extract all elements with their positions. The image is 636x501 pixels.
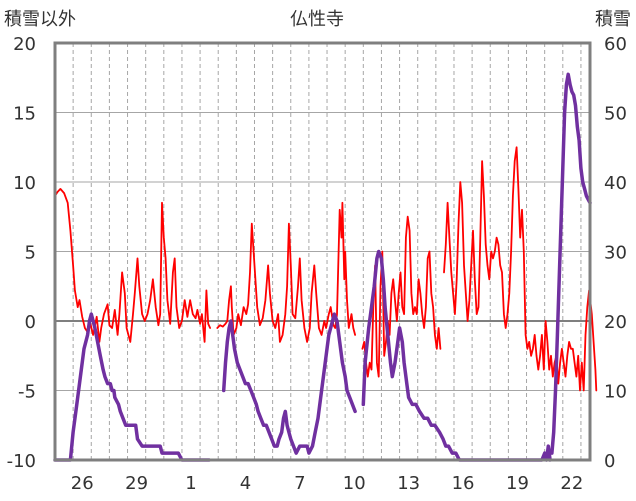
- x-tick-label: 26: [71, 473, 94, 494]
- left-axis-title: 積雪以外: [4, 9, 76, 30]
- right-tick-label: 50: [604, 104, 627, 125]
- left-tick-label: 0: [25, 312, 36, 333]
- left-axis-ticks: 20 15 10 5 0 -5 -10: [7, 34, 36, 472]
- right-tick-label: 30: [604, 243, 627, 264]
- x-tick-label: 16: [452, 473, 475, 494]
- x-tick-label: 19: [506, 473, 529, 494]
- left-tick-label: 15: [13, 104, 36, 125]
- left-tick-label: -5: [18, 382, 36, 403]
- x-tick-label: 22: [560, 473, 583, 494]
- x-tick-label: 13: [397, 473, 420, 494]
- x-tick-label: 4: [240, 473, 251, 494]
- x-tick-label: 7: [294, 473, 305, 494]
- snow-depth-line-5: [221, 312, 357, 455]
- right-tick-label: 10: [604, 382, 627, 403]
- right-tick-label: 40: [604, 173, 627, 194]
- series-layer: [53, 72, 598, 462]
- temperature-line-3: [443, 146, 598, 392]
- right-tick-label: 60: [604, 34, 627, 55]
- right-tick-label: 20: [604, 312, 627, 333]
- snow-depth-line-7: [550, 72, 592, 455]
- plot-frame: [53, 41, 592, 462]
- x-axis-ticks: 26 29 1 4 7 10 13 16 19 22: [71, 473, 584, 494]
- right-axis-title: 積雪: [595, 9, 631, 30]
- right-tick-label: 0: [604, 451, 615, 472]
- temperature-line-0: [54, 187, 212, 343]
- temperature-line-1: [216, 201, 357, 343]
- chart-title: 仏性寺: [290, 9, 344, 30]
- snow-depth-line-4: [53, 312, 211, 462]
- x-tick-label: 29: [125, 473, 148, 494]
- left-tick-label: -10: [7, 451, 36, 472]
- x-tick-label: 1: [185, 473, 196, 494]
- x-tick-label: 10: [343, 473, 366, 494]
- left-tick-label: 20: [13, 34, 36, 55]
- left-tick-label: 5: [25, 243, 36, 264]
- left-tick-label: 10: [13, 173, 36, 194]
- right-axis-ticks: 60 50 40 30 20 10 0: [604, 34, 627, 472]
